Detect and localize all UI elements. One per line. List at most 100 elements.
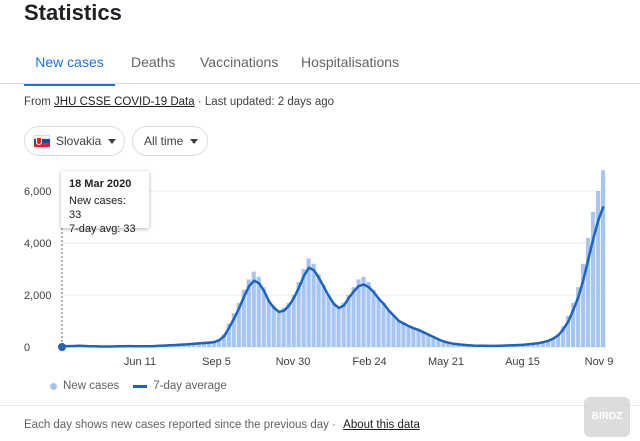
new-cases-bar xyxy=(256,276,261,347)
last-updated: · Last updated: 2 days ago xyxy=(197,96,335,108)
new-cases-bar xyxy=(576,287,581,347)
tooltip-new-cases: New cases: 33 xyxy=(69,195,126,221)
new-cases-bar xyxy=(561,326,566,347)
new-cases-bar xyxy=(236,302,241,347)
page-title: Statistics xyxy=(24,0,122,25)
new-cases-bar xyxy=(276,310,281,347)
new-cases-bar xyxy=(321,284,326,347)
new-cases-bar xyxy=(246,279,251,347)
x-tick-label: Jun 11 xyxy=(124,356,156,368)
slovakia-flag-icon xyxy=(34,135,50,147)
new-cases-bar xyxy=(226,323,231,347)
seven-day-average-line xyxy=(64,206,605,348)
new-cases-bar xyxy=(431,336,436,347)
new-cases-bar xyxy=(296,282,301,347)
new-cases-bar xyxy=(266,300,271,347)
new-cases-bar xyxy=(551,337,556,347)
chart-tooltip: 18 Mar 2020 New cases: 33 7-day avg: 33 xyxy=(61,171,149,235)
new-cases-bar xyxy=(316,274,321,347)
tab-hospitalisations[interactable]: Hospitalisations xyxy=(301,54,400,70)
new-cases-bar xyxy=(361,276,366,347)
new-cases-bar xyxy=(196,343,201,347)
new-cases-bar xyxy=(216,339,221,347)
new-cases-bar xyxy=(381,302,386,347)
caret-down-icon xyxy=(108,138,117,144)
new-cases-bar xyxy=(411,327,416,347)
new-cases-bar xyxy=(261,287,266,347)
new-cases-bar xyxy=(356,279,361,347)
new-cases-bar xyxy=(271,305,276,347)
new-cases-bar xyxy=(186,343,191,347)
x-tick-label: Feb 24 xyxy=(352,356,386,368)
time-range-label: All time xyxy=(144,134,184,148)
new-cases-bar xyxy=(556,334,561,347)
new-cases-bar xyxy=(581,263,586,347)
new-cases-bar xyxy=(601,170,606,347)
new-cases-bar xyxy=(536,342,541,347)
tab-vaccinations[interactable]: Vaccinations xyxy=(200,54,279,70)
new-cases-bar xyxy=(341,302,346,347)
watermark-logo: BIRDZ xyxy=(584,397,630,437)
legend-new-cases: New cases xyxy=(63,380,120,392)
new-cases-bar xyxy=(281,308,286,347)
time-range-dropdown[interactable]: All time xyxy=(132,126,208,156)
new-cases-bar xyxy=(231,313,236,347)
new-cases-bar xyxy=(241,289,246,347)
new-cases-bar xyxy=(456,344,461,347)
footer: Each day shows new cases reported since … xyxy=(24,419,420,431)
new-cases-bar xyxy=(441,341,446,347)
footer-note: Each day shows new cases reported since … xyxy=(24,419,336,431)
x-tick-label: May 21 xyxy=(428,356,464,368)
new-cases-bar xyxy=(251,271,256,347)
x-tick-label: Aug 15 xyxy=(505,356,540,368)
new-cases-bar xyxy=(591,211,596,347)
cases-chart[interactable]: 0 2,000 4,000 6,000 Jun 11 Sep 5 Nov 30 Feb 24… xyxy=(0,160,640,375)
new-cases-bar xyxy=(406,326,411,347)
x-tick-label: Nov 30 xyxy=(276,356,311,368)
about-data-link[interactable]: About this data xyxy=(343,419,420,431)
new-cases-bar xyxy=(421,331,426,347)
new-cases-bar xyxy=(426,334,431,347)
new-cases-bar xyxy=(451,343,456,347)
new-cases-bar xyxy=(531,343,536,347)
caret-down-icon xyxy=(190,138,199,144)
chart-legend: New cases 7-day average xyxy=(50,380,227,392)
source-link[interactable]: JHU CSSE COVID-19 Data xyxy=(54,96,195,108)
country-label: Slovakia xyxy=(56,134,102,148)
new-cases-bar xyxy=(286,302,291,347)
new-cases-bar xyxy=(396,321,401,347)
new-cases-bar xyxy=(546,340,551,347)
legend-dot-icon xyxy=(50,382,57,390)
new-cases-bar xyxy=(386,310,391,347)
new-cases-bar xyxy=(291,295,296,347)
x-tick-label: Sep 5 xyxy=(202,356,231,368)
y-tick-label: 2,000 xyxy=(24,290,52,302)
new-cases-bar xyxy=(401,323,406,347)
new-cases-bar xyxy=(436,339,441,347)
new-cases-bar xyxy=(391,315,396,347)
tab-new-cases[interactable]: New cases xyxy=(24,48,115,86)
legend-line-icon xyxy=(133,384,148,388)
new-cases-bar xyxy=(351,287,356,347)
new-cases-bar xyxy=(211,341,216,347)
new-cases-bar xyxy=(416,328,421,347)
y-tick-label: 4,000 xyxy=(24,238,52,250)
new-cases-bar xyxy=(566,315,571,347)
new-cases-bar xyxy=(446,343,451,347)
new-cases-bar xyxy=(331,302,336,347)
country-dropdown[interactable]: Slovakia xyxy=(24,126,125,156)
new-cases-bar xyxy=(301,269,306,347)
new-cases-bar xyxy=(541,341,546,347)
footer-divider xyxy=(0,405,640,406)
new-cases-bar xyxy=(191,343,196,347)
legend-average: 7-day average xyxy=(153,380,227,392)
new-cases-bar xyxy=(336,308,341,347)
y-tick-label: 0 xyxy=(24,342,30,354)
new-cases-bar xyxy=(571,302,576,347)
data-source: From JHU CSSE COVID-19 Data · Last updat… xyxy=(24,96,334,108)
new-cases-bar xyxy=(596,191,601,347)
new-cases-bar xyxy=(586,237,591,347)
tab-deaths[interactable]: Deaths xyxy=(131,54,176,70)
x-tick-label: Nov 9 xyxy=(585,356,614,368)
tabs-divider xyxy=(0,83,640,84)
